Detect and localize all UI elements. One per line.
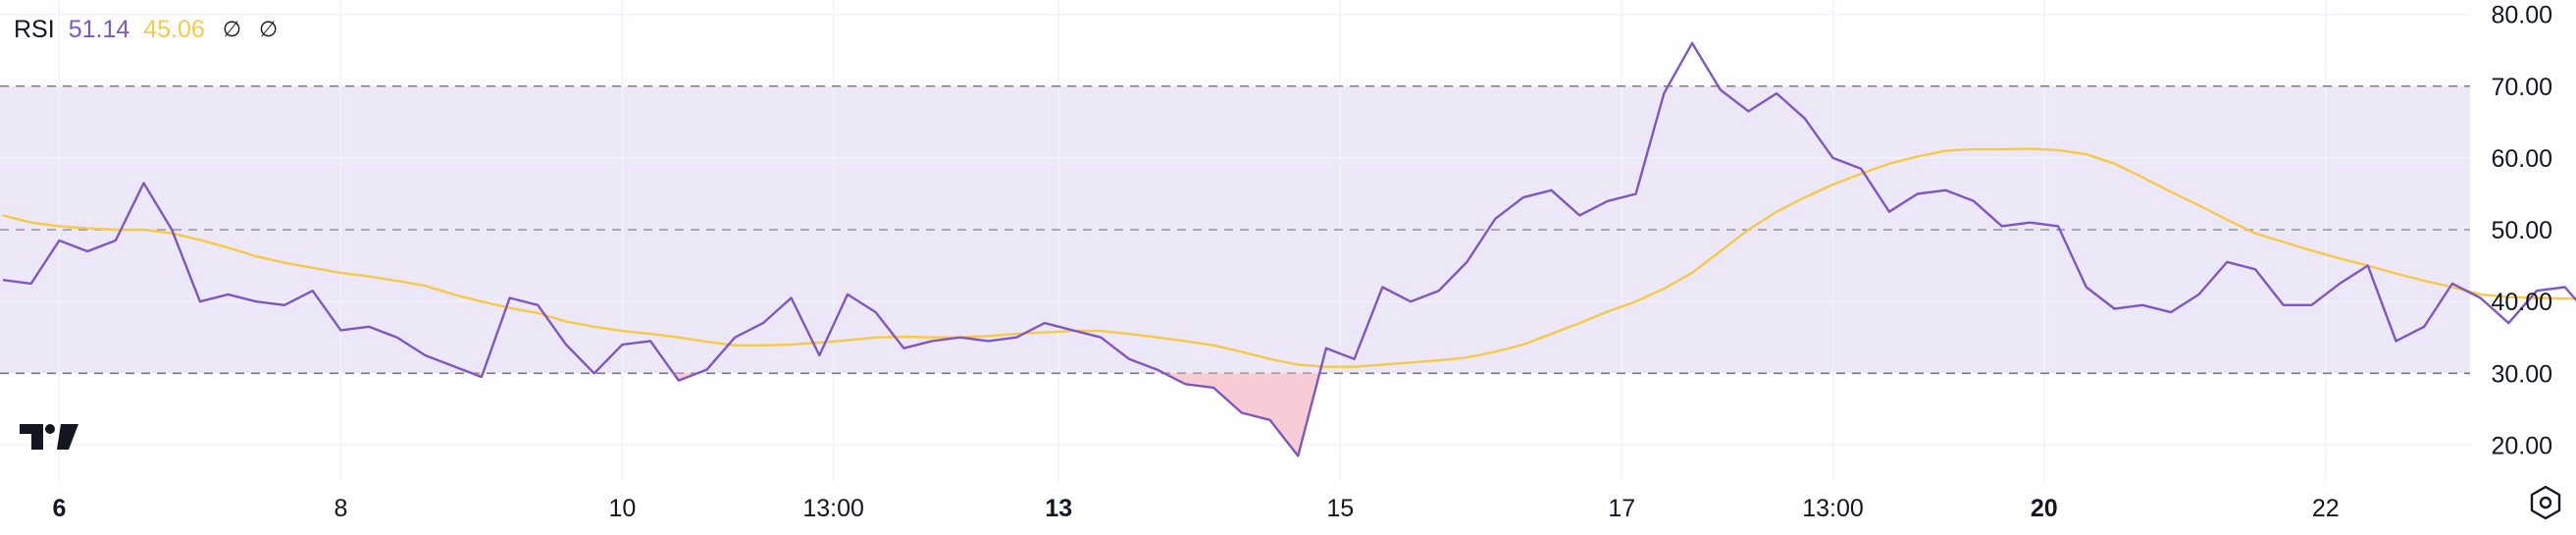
x-axis: 6 8 10 13:00 13 15 17 13:00 20 22 — [52, 495, 2339, 522]
indicator-name[interactable]: RSI — [14, 15, 55, 43]
series-lines — [2, 41, 2576, 457]
y-tick-label: 60.00 — [2491, 145, 2552, 173]
x-tick-label: 13:00 — [802, 495, 864, 522]
x-tick-label: 6 — [52, 495, 66, 522]
rsi-ma-line[interactable] — [2, 147, 2576, 368]
y-tick-label: 80.00 — [2491, 2, 2552, 29]
x-tick-label: 10 — [608, 495, 636, 522]
x-tick-label: 20 — [2031, 495, 2058, 522]
x-tick-label: 17 — [1608, 495, 1635, 522]
y-tick-label: 20.00 — [2491, 432, 2552, 459]
y-tick-label: 70.00 — [2491, 74, 2552, 101]
indicator-legend[interactable]: RSI 51.14 45.06 ∅ ∅ — [14, 10, 278, 49]
rsi-value: 51.14 — [68, 15, 130, 43]
rsi-ma-value: 45.06 — [143, 15, 205, 43]
y-tick-label: 30.00 — [2491, 360, 2552, 388]
na-value-1: ∅ — [222, 17, 241, 41]
na-value-2: ∅ — [258, 17, 279, 41]
oversold-area — [1163, 373, 1320, 456]
x-tick-label: 8 — [334, 495, 347, 522]
x-tick-label: 13:00 — [1802, 495, 1864, 522]
y-tick-label: 50.00 — [2491, 217, 2552, 244]
rsi-bands — [0, 84, 2470, 375]
y-tick-label: 40.00 — [2491, 289, 2552, 316]
tradingview-logo-icon[interactable] — [18, 420, 80, 454]
x-tick-label: 13 — [1045, 495, 1072, 522]
x-tick-label: 15 — [1326, 495, 1354, 522]
settings-hexagon-icon[interactable] — [2527, 484, 2564, 521]
grid — [0, 0, 2470, 481]
rsi-line[interactable] — [2, 41, 2576, 457]
band-background — [0, 85, 2470, 374]
y-axis: 20.00 30.00 40.00 50.00 60.00 70.00 80.00 — [2491, 2, 2552, 460]
x-tick-label: 22 — [2312, 495, 2340, 522]
